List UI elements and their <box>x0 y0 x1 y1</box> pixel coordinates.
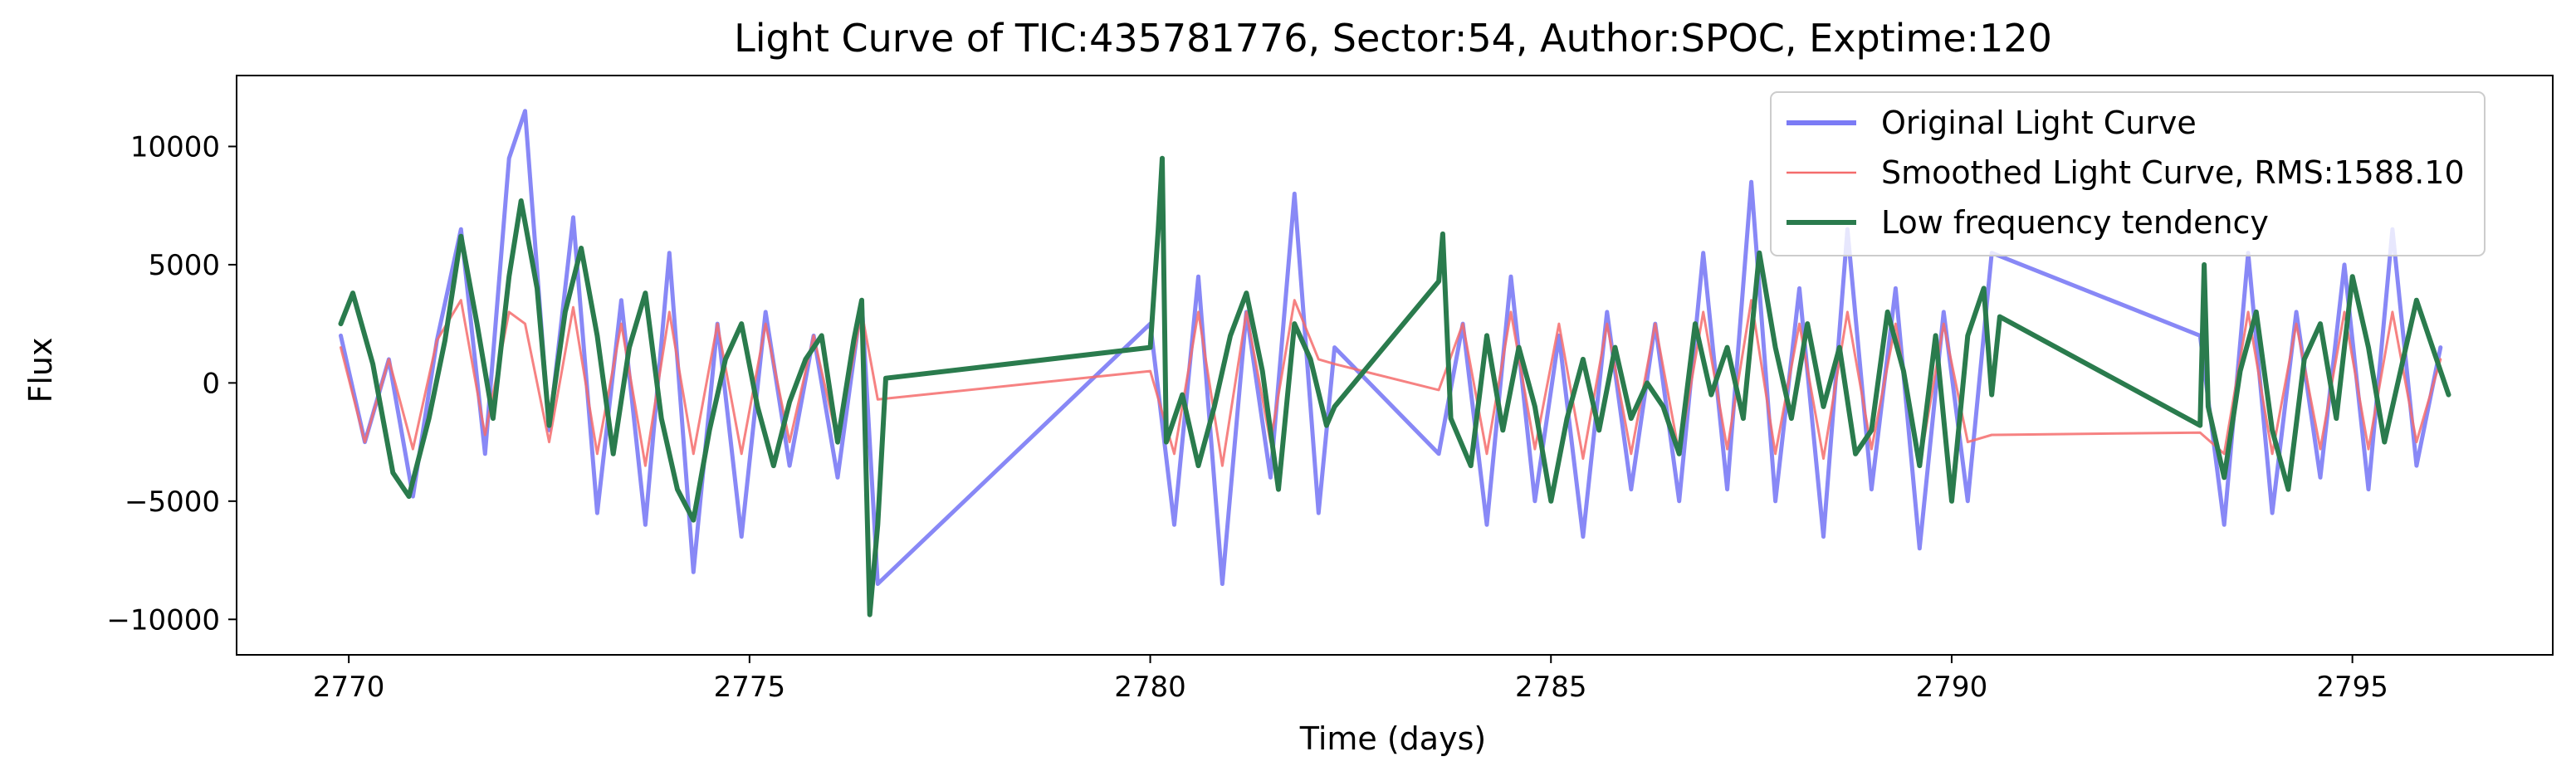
legend-label-smoothed: Smoothed Light Curve, RMS:1588.10 <box>1881 154 2465 191</box>
x-tick-label: 2790 <box>1916 671 1988 704</box>
y-tick-label: 0 <box>202 367 220 400</box>
y-tick-label: 5000 <box>148 249 220 282</box>
legend-label-original: Original Light Curve <box>1881 105 2197 141</box>
series-line-smoothed <box>340 299 2442 467</box>
y-tick-label: −10000 <box>106 603 220 637</box>
x-axis: 2770 2775 2780 2785 2790 2795 <box>313 655 2388 704</box>
x-tick-label: 2795 <box>2316 671 2388 704</box>
y-axis-label: Flux <box>22 338 59 403</box>
series-layer <box>338 109 2451 617</box>
x-tick-label: 2775 <box>714 671 786 704</box>
legend-label-trend: Low frequency tendency <box>1881 204 2269 241</box>
x-tick-label: 2770 <box>313 671 385 704</box>
chart-title: Light Curve of TIC:435781776, Sector:54,… <box>734 16 2052 61</box>
x-tick-label: 2780 <box>1114 671 1186 704</box>
y-axis: −10000 −5000 0 5000 10000 <box>106 130 237 637</box>
series-line-trend <box>338 155 2451 617</box>
legend-box <box>1770 91 2486 256</box>
y-tick-label: −5000 <box>125 486 220 519</box>
legend: Original Light Curve Smoothed Light Curv… <box>1770 91 2486 256</box>
x-tick-label: 2785 <box>1515 671 1587 704</box>
y-tick-label: 10000 <box>130 130 220 164</box>
x-axis-label: Time (days) <box>1299 720 1486 757</box>
plot-frame <box>236 75 2554 656</box>
